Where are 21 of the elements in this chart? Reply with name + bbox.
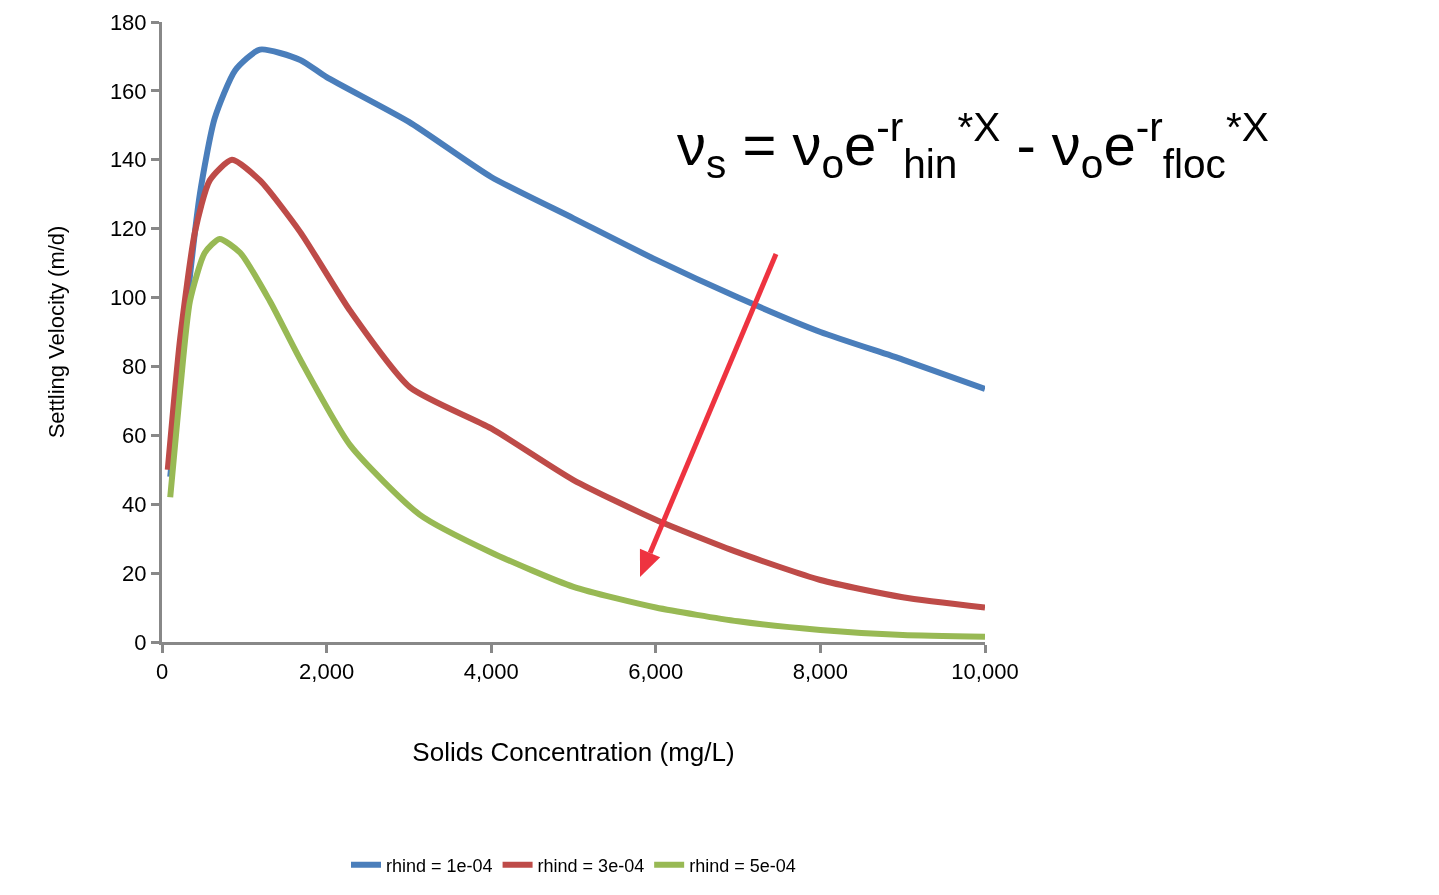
x-tick-label: 6,000 — [628, 659, 684, 685]
y-tick-label: 160 — [109, 78, 147, 104]
x-tick-label: 2,000 — [299, 659, 355, 685]
y-tick-label: 180 — [109, 9, 147, 35]
y-tick-label: 60 — [122, 423, 147, 449]
y-tick-label: 40 — [122, 491, 147, 517]
legend-label: rhind = 5e-04 — [689, 855, 796, 876]
x-tick-label: 0 — [155, 659, 169, 685]
y-tick-label: 0 — [134, 629, 147, 655]
y-tick-label: 140 — [109, 147, 147, 173]
y-tick-label: 20 — [122, 560, 147, 586]
x-tick-label: 4,000 — [463, 659, 519, 685]
x-axis-title: Solids Concentration (mg/L) — [412, 737, 735, 768]
y-tick-label: 120 — [109, 216, 147, 242]
legend-label: rhind = 3e-04 — [537, 855, 645, 876]
legend-label: rhind = 1e-04 — [386, 855, 493, 876]
x-tick-label: 8,000 — [792, 659, 848, 685]
y-axis-title: Settling Velocity (m/d) — [43, 225, 69, 439]
y-tick-label: 100 — [109, 285, 147, 311]
y-tick-label: 80 — [122, 354, 147, 380]
x-tick-label: 10,000 — [951, 659, 1019, 685]
